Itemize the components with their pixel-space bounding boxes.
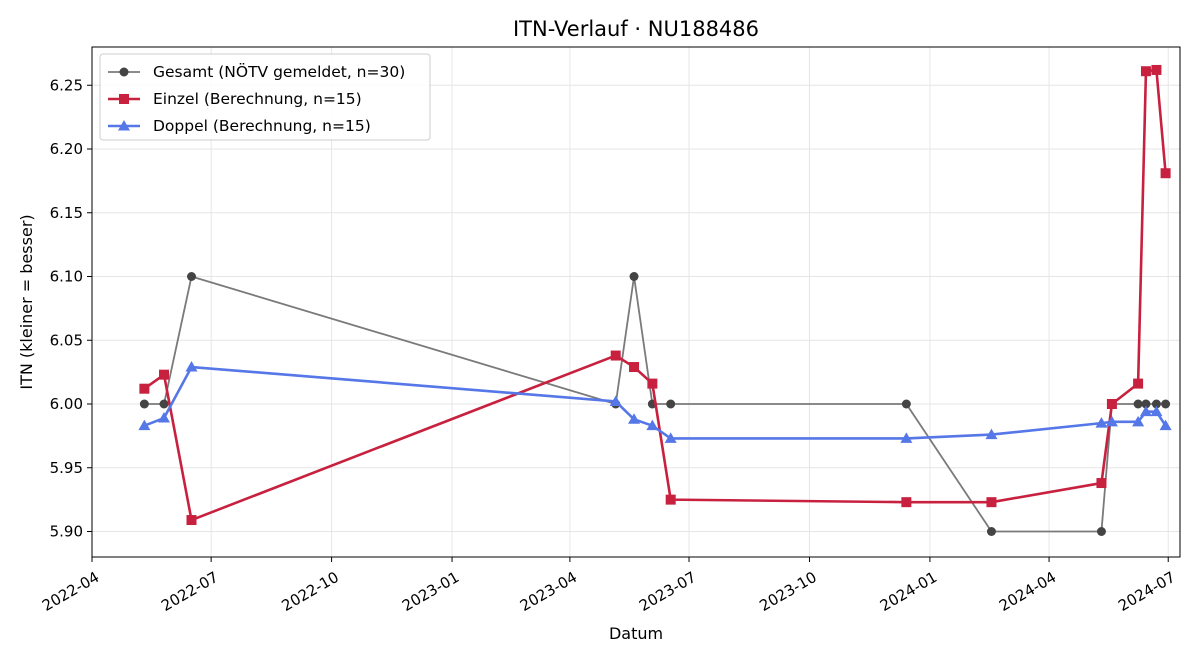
y-tick-label: 6.05 xyxy=(50,331,83,349)
data-point-einzel xyxy=(159,369,170,380)
data-point-doppel xyxy=(609,395,622,406)
x-tick-label: 2023-10 xyxy=(756,568,819,615)
legend-box xyxy=(99,53,431,141)
y-tick-label: 6.10 xyxy=(50,268,83,286)
x-tick-label: 2023-04 xyxy=(517,568,580,615)
data-point-einzel xyxy=(1160,168,1171,179)
data-point-gesamt xyxy=(1141,399,1151,409)
y-axis-label: ITN (kleiner = besser) xyxy=(17,214,36,389)
x-tick-label: 2024-01 xyxy=(877,568,940,615)
data-point-gesamt xyxy=(187,272,197,281)
x-tick-label: 2024-04 xyxy=(996,568,1059,615)
data-point-doppel xyxy=(628,413,641,424)
data-point-gesamt xyxy=(666,399,676,409)
data-point-gesamt xyxy=(1096,527,1106,536)
y-tick-label: 5.90 xyxy=(50,523,83,541)
data-point-einzel xyxy=(986,497,997,508)
data-point-doppel xyxy=(664,432,677,443)
data-point-einzel xyxy=(1140,66,1151,77)
data-point-gesamt xyxy=(1151,399,1161,409)
y-tick-label: 6.25 xyxy=(50,76,83,94)
y-tick-label: 6.00 xyxy=(50,395,83,413)
data-point-einzel xyxy=(1106,399,1117,409)
data-point-einzel xyxy=(1151,64,1162,75)
legend-label-gesamt: Gesamt (NÖTV gemeldet, n=30) xyxy=(153,62,405,81)
x-tick-label: 2023-01 xyxy=(399,568,462,615)
x-tick-label: 2022-04 xyxy=(39,568,102,615)
y-axis: 5.90 5.95 6.00 6.05 6.10 6.15 6.20 6.25 xyxy=(50,76,92,541)
data-point-doppel xyxy=(158,412,171,423)
series-einzel xyxy=(139,64,1171,526)
data-point-doppel xyxy=(138,419,151,431)
legend-marker-gesamt xyxy=(119,67,129,77)
legend: Gesamt (NÖTV gemeldet, n=30) Einzel (Bere… xyxy=(99,53,431,141)
series-gesamt xyxy=(139,272,1171,536)
data-point-einzel xyxy=(665,494,676,505)
data-point-doppel xyxy=(1139,405,1152,417)
data-point-doppel xyxy=(1159,419,1172,431)
data-point-gesamt xyxy=(1133,399,1143,409)
x-tick-label: 2023-07 xyxy=(636,568,699,615)
data-point-einzel xyxy=(629,362,640,373)
data-point-doppel xyxy=(985,428,998,440)
y-tick-label: 5.95 xyxy=(50,459,83,477)
legend-marker-doppel xyxy=(118,120,130,131)
data-point-doppel xyxy=(1095,417,1108,428)
data-point-gesamt xyxy=(901,399,911,409)
data-point-doppel xyxy=(900,432,913,443)
x-axis: 2022-04 2022-07 2022-10 2023-01 2023-04 2023-… xyxy=(39,557,1178,615)
x-tick-label: 2024-07 xyxy=(1115,568,1178,615)
x-tick-label: 2022-07 xyxy=(158,568,221,615)
y-tick-label: 6.20 xyxy=(50,140,83,158)
data-point-gesamt xyxy=(139,399,149,409)
data-point-einzel xyxy=(139,383,150,394)
data-point-gesamt xyxy=(1161,399,1171,409)
data-point-einzel xyxy=(647,378,658,389)
data-point-gesamt xyxy=(629,272,639,281)
chart-title: ITN-Verlauf · NU188486 xyxy=(513,17,759,41)
legend-marker-einzel xyxy=(119,94,129,104)
data-point-doppel xyxy=(646,419,659,431)
data-point-einzel xyxy=(1096,478,1107,489)
x-tick-label: 2022-10 xyxy=(279,568,342,615)
data-point-einzel xyxy=(1133,378,1144,389)
data-point-einzel xyxy=(610,350,621,361)
legend-label-doppel: Doppel (Berechnung, n=15) xyxy=(153,117,371,135)
data-point-einzel xyxy=(901,497,912,508)
data-point-doppel xyxy=(185,361,198,372)
plot-frame xyxy=(91,46,1181,558)
data-point-doppel xyxy=(1150,405,1163,417)
data-point-doppel xyxy=(1132,415,1145,427)
series-layer xyxy=(138,64,1172,536)
x-axis-label: Datum xyxy=(609,624,663,643)
data-point-gesamt xyxy=(159,399,169,409)
y-tick-label: 6.15 xyxy=(50,204,83,222)
data-point-einzel xyxy=(186,515,197,526)
data-point-gesamt xyxy=(986,527,996,536)
legend-label-einzel: Einzel (Berechnung, n=15) xyxy=(153,90,362,108)
series-doppel xyxy=(138,361,1172,443)
data-point-doppel xyxy=(1105,415,1118,427)
